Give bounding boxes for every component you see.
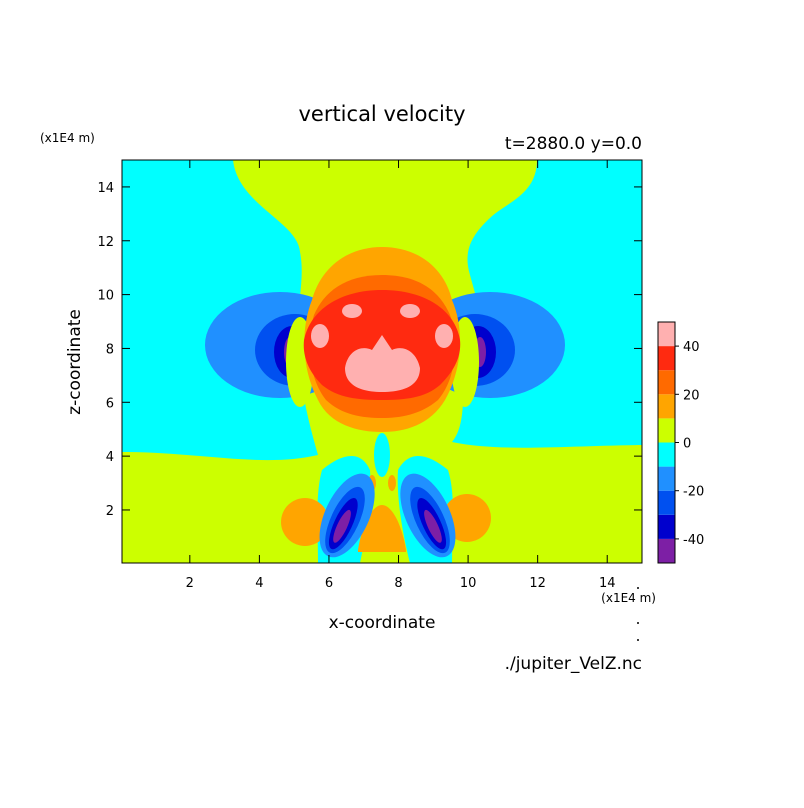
source-file: ./jupiter_VelZ.nc: [505, 654, 642, 674]
x-tick-label: 10: [460, 576, 477, 591]
colorbar-swatch: [658, 490, 675, 515]
x-tick-label: 8: [394, 576, 402, 591]
contour-region: [388, 475, 396, 491]
y-axis-label: z-coordinate: [65, 309, 85, 415]
colorbar-swatch: [658, 322, 675, 347]
colorbar-tick-label: -20: [683, 485, 704, 500]
contour-region: [345, 335, 420, 392]
y-tick-label: 14: [97, 181, 114, 196]
colorbar-swatch: [658, 442, 675, 467]
contour-region: [443, 494, 491, 542]
marker-dot: [637, 587, 639, 589]
colorbar-tick-label: 20: [683, 388, 700, 403]
x-tick-label: 6: [325, 576, 333, 591]
colorbar-swatch: [658, 394, 675, 419]
contour-region: [311, 324, 329, 348]
marker-dot: [637, 622, 639, 624]
chart-title: vertical velocity: [298, 102, 465, 126]
contour-region: [281, 498, 329, 546]
colorbar-swatch: [658, 538, 675, 563]
contour-region: [435, 324, 453, 348]
y-tick-label: 4: [106, 450, 114, 465]
colorbar-tick-label: -40: [683, 533, 704, 548]
y-tick-label: 8: [106, 342, 114, 357]
colorbar-swatch: [658, 370, 675, 395]
y-tick-label: 2: [106, 504, 114, 519]
contour-region: [400, 304, 420, 318]
x-axis-label: x-coordinate: [329, 613, 436, 633]
y-tick-label: 10: [97, 289, 114, 304]
x-tick-label: 4: [255, 576, 263, 591]
contour-field: [122, 160, 642, 563]
colorbar-swatch: [658, 418, 675, 443]
y-unit: (x1E4 m): [40, 131, 95, 145]
contour-region: [374, 433, 390, 477]
plot-frame: [121, 159, 643, 564]
colorbar-swatch: [658, 514, 675, 539]
x-unit: (x1E4 m): [601, 591, 656, 605]
x-tick-label: 2: [186, 576, 194, 591]
contour-region: [342, 304, 362, 318]
contour-region: [424, 509, 442, 543]
colorbar-tick-label: 0: [683, 437, 691, 452]
y-tick-label: 6: [106, 396, 114, 411]
colorbar-swatch: [658, 346, 675, 371]
marker-dot: [637, 639, 639, 641]
x-tick-label: 14: [599, 576, 616, 591]
x-tick-label: 12: [529, 576, 546, 591]
y-tick-label: 12: [97, 235, 114, 250]
colorbar-swatch: [658, 466, 675, 491]
colorbar-tick-label: 40: [683, 340, 700, 355]
subtitle: t=2880.0 y=0.0: [505, 134, 642, 154]
contour-region: [333, 509, 351, 543]
